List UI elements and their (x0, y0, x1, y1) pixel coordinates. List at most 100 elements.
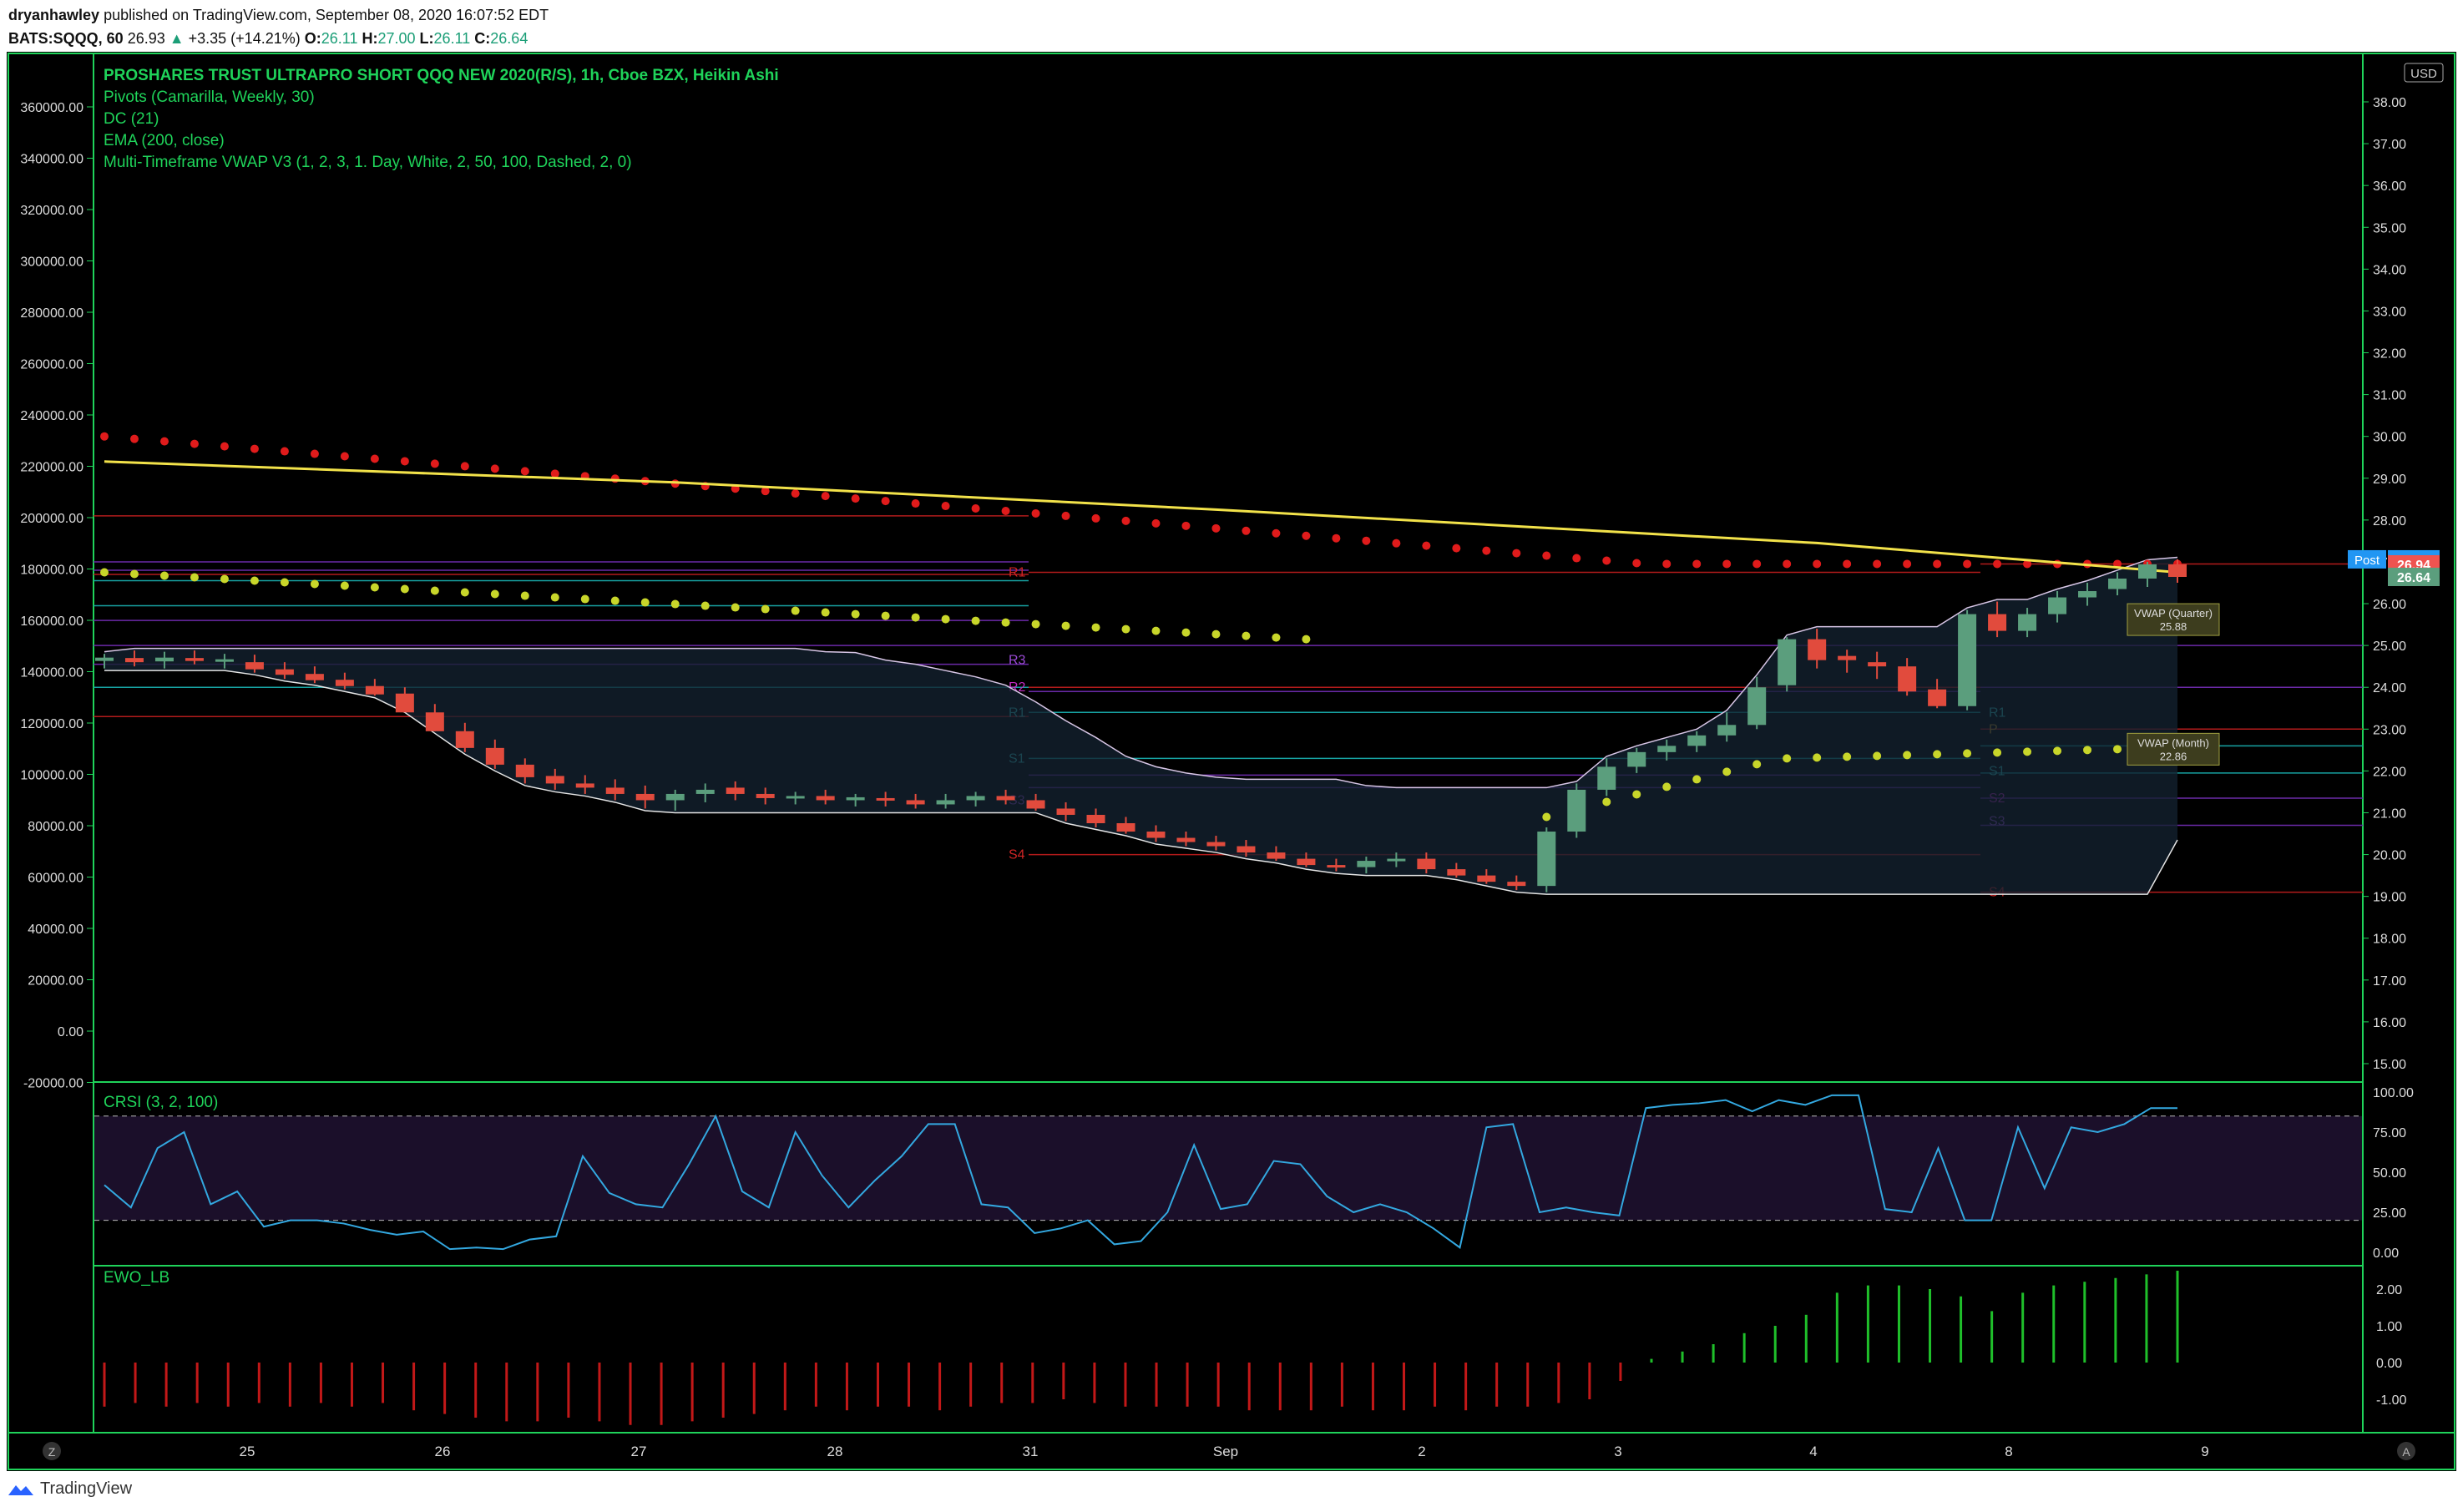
legend-ema: EMA (200, close) (104, 132, 225, 149)
candle-body (305, 674, 324, 680)
low-label: L: (419, 30, 434, 47)
vwap-yellow-dot (1993, 748, 2002, 757)
candle (1056, 802, 1075, 822)
candle-body (1657, 746, 1677, 752)
vwap-red-dot (1873, 559, 1882, 569)
zoom-button[interactable] (43, 1442, 61, 1460)
vwap-red-dot (1242, 526, 1251, 535)
candle-body (545, 776, 564, 784)
candle-body (1687, 735, 1707, 746)
vwap-label-box (2127, 732, 2220, 766)
vwap-red-dot (159, 437, 169, 446)
candle-body (95, 657, 114, 661)
candle-body (185, 658, 204, 661)
vwap-red-dot (1903, 559, 1912, 569)
vwap-red-dot (1692, 559, 1702, 569)
left-price-axis[interactable]: 360000.00 340000.00 320000.00 300000.00 2800… (20, 101, 94, 1091)
price-badge: 26.64 (2388, 567, 2440, 586)
legend-dc: DC (21) (104, 110, 159, 128)
candle-body (996, 796, 1015, 801)
vwap-yellow-dot (941, 614, 950, 624)
candle-body (936, 800, 955, 805)
pivot-label: R3 (1009, 654, 1026, 668)
right-price-axis[interactable]: 38.00 37.00 36.00 35.00 34.00 33.00 32.00 31.00… (2363, 96, 2414, 1408)
crsi-axis-tick: 75.00 (2373, 1126, 2406, 1140)
candle-body (1477, 875, 1496, 882)
vwap-yellow-dot (1903, 751, 1912, 760)
chart-canvas[interactable]: 360000.00340000.00320000.00300000.002800… (0, 52, 2463, 1471)
time-axis-tick: 9 (2201, 1444, 2208, 1459)
candle (1447, 862, 1466, 878)
publish-info: published on TradingView.com, September … (104, 7, 549, 23)
candle (395, 687, 414, 713)
right-axis-tick: 22.00 (2373, 765, 2406, 779)
vwap-yellow-dot (129, 569, 139, 579)
vwap-yellow-dot (1542, 812, 1551, 822)
candle (245, 655, 264, 673)
vwap-yellow-dot (911, 613, 920, 622)
candle (1928, 679, 1947, 709)
left-axis-tick: 20000.00 (28, 974, 83, 989)
vwap-yellow-dot (460, 588, 469, 597)
candle (1808, 629, 1827, 669)
vwap-red-dot (460, 462, 469, 471)
candle (1176, 832, 1196, 847)
time-axis-tick: 28 (827, 1444, 843, 1459)
candle (635, 785, 655, 809)
vwap-yellow-dot (791, 606, 800, 615)
candle (2018, 608, 2037, 638)
candle (95, 654, 114, 669)
right-axis-tick: 32.00 (2373, 347, 2406, 362)
candle (1898, 658, 1917, 696)
candle-body (275, 669, 294, 675)
tradingview-brand[interactable]: TradingView (40, 1479, 133, 1498)
candle (936, 793, 955, 809)
vwap-yellow-dot (1783, 754, 1792, 763)
vwap-labels: VWAP (Quarter)25.88 VWAP (Month)22.86 (2127, 603, 2220, 766)
candles[interactable] (95, 559, 2187, 893)
candle-body (1297, 858, 1316, 866)
candle (786, 791, 805, 805)
vwap-red-dot (2023, 559, 2032, 569)
donchian-band (104, 557, 2177, 895)
candle (906, 793, 925, 809)
price-badge-tag-box (2348, 549, 2386, 569)
candle (1297, 852, 1316, 867)
candle (185, 650, 204, 665)
candle-body (846, 796, 865, 801)
high-value: 27.00 (377, 30, 416, 47)
vwap-red-dot (220, 442, 229, 451)
candle (966, 791, 985, 807)
left-axis-tick: 220000.00 (20, 461, 83, 475)
left-axis-tick: 360000.00 (20, 101, 83, 115)
time-axis-tick: 27 (631, 1444, 647, 1459)
candle-body (245, 662, 264, 670)
candle (1988, 601, 2007, 638)
vwap-yellow-dot (640, 598, 650, 607)
crsi-indicator (94, 1094, 2362, 1251)
currency-box[interactable] (2404, 63, 2444, 83)
candle-body (786, 796, 805, 799)
publisher-name[interactable]: dryanhawley (8, 7, 100, 23)
ema-200-line (104, 460, 2178, 574)
vwap-red-dot (1632, 559, 1641, 568)
time-axis[interactable]: 25 26 27 28 31 Sep 2 3 4 8 9 (240, 1444, 2209, 1459)
candle-body (1176, 837, 1196, 842)
vwap-yellow-dot (1001, 618, 1010, 627)
crsi-axis-tick: 0.00 (2373, 1247, 2399, 1261)
vwap-label-box (2127, 603, 2220, 636)
candle (1086, 808, 1105, 828)
candle-body (515, 764, 534, 777)
right-axis-tick: 29.00 (2373, 473, 2406, 487)
ema-line (104, 460, 2178, 574)
auto-scale-button[interactable] (2397, 1442, 2415, 1460)
right-axis-tick: 25.00 (2373, 640, 2406, 654)
candle-body (2138, 564, 2157, 579)
candle-body (726, 787, 745, 794)
close-label: C: (474, 30, 491, 47)
vwap-yellow-dot (550, 593, 559, 602)
candle-body (215, 659, 234, 662)
vwap-yellow-dot (610, 596, 620, 605)
candle (124, 650, 144, 667)
vwap-yellow-dot (220, 574, 229, 584)
